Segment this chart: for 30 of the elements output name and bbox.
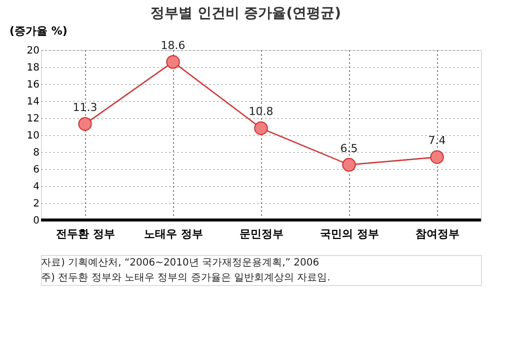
y-tick-label: 10 bbox=[26, 130, 40, 142]
y-tick-label: 8 bbox=[33, 148, 40, 158]
text: 주) 전두환 정부와 노태우 정부의 증가율은 일반회계상의 자료임. bbox=[41, 272, 330, 284]
text: 자료) 기획예산처, “2006~2010년 국가재정운용계획,” 2006 bbox=[41, 258, 320, 268]
point bbox=[166, 55, 180, 69]
x-tick-label: 참여정부 bbox=[416, 228, 460, 240]
y-axis-title: (증가율 %) bbox=[10, 24, 68, 38]
point bbox=[78, 117, 92, 131]
data-label: 7.4 bbox=[428, 134, 446, 148]
point bbox=[430, 150, 444, 164]
x-tick-label: 국민의 정부 bbox=[320, 228, 379, 240]
y-tick-label: 0 bbox=[33, 216, 40, 226]
data-label: 10.8 bbox=[248, 105, 274, 118]
y-tick-label: 6 bbox=[33, 164, 40, 176]
x-tick-label: 노태우 정부 bbox=[144, 228, 203, 240]
chart-title: 정부별 인건비 증가율(연평균) bbox=[150, 6, 342, 22]
y-tick-label: 2 bbox=[33, 198, 40, 210]
y-tick-label: 14 bbox=[26, 96, 40, 108]
y-tick-label: 18 bbox=[26, 62, 40, 74]
point bbox=[254, 121, 268, 136]
data-label: 11.3 bbox=[72, 100, 98, 114]
x-tick-label: 문민정부 bbox=[240, 228, 284, 240]
y-tick-label: 12 bbox=[26, 114, 40, 124]
y-tick-label: 20 bbox=[26, 46, 40, 56]
y-tick-label: 16 bbox=[26, 80, 40, 90]
y-tick-label: 4 bbox=[33, 182, 40, 192]
data-label: 18.6 bbox=[160, 38, 186, 52]
data-label: 6.5 bbox=[340, 142, 358, 155]
point bbox=[342, 158, 356, 172]
x-tick-label: 전두환 정부 bbox=[56, 228, 115, 240]
